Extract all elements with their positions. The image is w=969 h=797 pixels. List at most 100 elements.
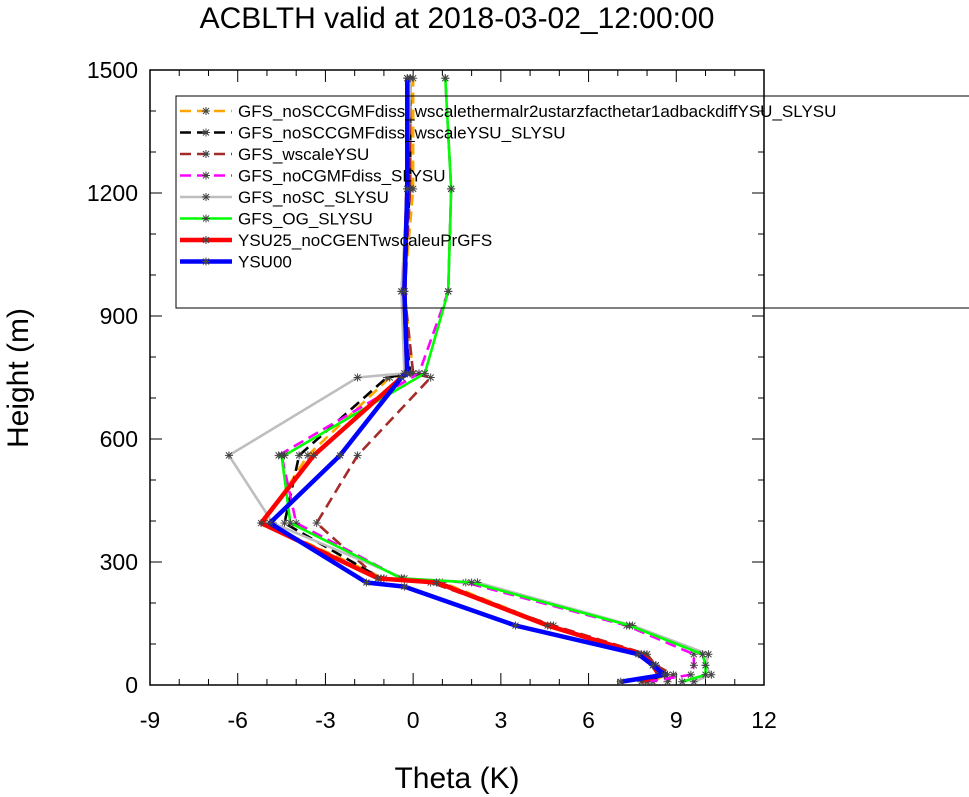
legend-label: GFS_noSCCGMFdiss_wscalethermalr2ustarzfa… bbox=[238, 102, 836, 121]
data-point bbox=[309, 451, 318, 460]
legend-label: YSU25_noCGENTwscaleuPrGFS bbox=[238, 231, 492, 250]
legend-label: GFS_OG_SLYSU bbox=[238, 210, 373, 229]
chart-title: ACBLTH valid at 2018-03-02_12:00:00 bbox=[200, 2, 715, 35]
marker-stroke bbox=[310, 452, 318, 459]
y-tick-label: 1500 bbox=[87, 57, 138, 83]
data-point bbox=[362, 578, 371, 587]
legend-marker bbox=[202, 128, 210, 137]
marker-stroke bbox=[702, 661, 709, 669]
legend-box bbox=[175, 95, 969, 309]
marker-stroke bbox=[544, 622, 551, 629]
data-point bbox=[648, 661, 657, 670]
marker-stroke bbox=[705, 650, 712, 658]
marker-stroke bbox=[649, 661, 657, 669]
marker-stroke bbox=[202, 129, 210, 136]
marker-stroke bbox=[225, 452, 233, 459]
marker-stroke bbox=[702, 671, 709, 679]
marker-stroke bbox=[401, 288, 408, 295]
marker-stroke bbox=[202, 150, 210, 158]
marker-stroke bbox=[444, 288, 452, 295]
marker-stroke bbox=[708, 671, 715, 679]
marker-stroke bbox=[354, 452, 361, 459]
marker-stroke bbox=[433, 579, 440, 586]
marker-stroke bbox=[661, 671, 668, 679]
marker-stroke bbox=[626, 622, 633, 629]
legend-marker bbox=[202, 236, 210, 244]
data-point bbox=[625, 621, 634, 630]
marker-stroke bbox=[257, 519, 265, 527]
y-tick-label: 0 bbox=[125, 672, 138, 698]
data-point bbox=[426, 373, 435, 382]
data-point bbox=[441, 74, 450, 83]
marker-stroke bbox=[281, 452, 288, 459]
marker-stroke bbox=[202, 193, 210, 201]
marker-stroke bbox=[295, 452, 303, 459]
legend-marker bbox=[202, 214, 210, 223]
data-point bbox=[467, 578, 476, 587]
data-point bbox=[312, 519, 321, 528]
marker-stroke bbox=[336, 452, 344, 459]
data-point bbox=[286, 519, 295, 528]
data-point bbox=[400, 582, 409, 591]
x-tick-label: -6 bbox=[227, 707, 247, 733]
marker-stroke bbox=[202, 107, 210, 115]
data-point bbox=[280, 451, 289, 460]
marker-stroke bbox=[403, 370, 411, 377]
y-tick-label: 600 bbox=[100, 426, 138, 452]
data-point bbox=[698, 650, 707, 659]
data-point bbox=[353, 451, 362, 460]
data-point bbox=[353, 373, 362, 382]
marker-stroke bbox=[421, 370, 429, 377]
data-point bbox=[432, 578, 441, 587]
data-point bbox=[689, 661, 698, 670]
marker-stroke bbox=[313, 519, 321, 527]
x-tick-label: 9 bbox=[670, 707, 683, 733]
marker-stroke bbox=[202, 236, 210, 244]
marker-stroke bbox=[690, 661, 698, 669]
axis-ticks bbox=[149, 69, 765, 686]
marker-stroke bbox=[512, 622, 519, 629]
marker-stroke bbox=[664, 678, 671, 686]
data-point bbox=[447, 184, 456, 193]
marker-stroke bbox=[286, 519, 294, 527]
marker-stroke bbox=[281, 519, 288, 527]
data-point bbox=[686, 670, 695, 679]
data-point bbox=[420, 369, 429, 378]
data-point bbox=[403, 369, 412, 378]
data-point bbox=[400, 287, 409, 296]
data-point bbox=[265, 519, 274, 528]
legend-label: GFS_noSCCGMFdiss_wscaleYSU_SLYSU bbox=[238, 124, 566, 143]
data-point bbox=[374, 574, 383, 583]
x-tick-label: 3 bbox=[494, 707, 507, 733]
tick-labels: -9 -6 -3 0 3 6 9 12 0 300 600 900 1200 1500 bbox=[87, 57, 777, 733]
x-tick-label: 6 bbox=[582, 707, 595, 733]
y-axis-title: Height (m) bbox=[2, 308, 35, 448]
marker-stroke bbox=[447, 185, 455, 193]
data-point bbox=[257, 519, 266, 528]
x-axis-title: Theta (K) bbox=[394, 762, 519, 795]
marker-stroke bbox=[409, 370, 417, 377]
marker-stroke bbox=[427, 374, 435, 381]
data-point bbox=[403, 74, 412, 83]
marker-stroke bbox=[401, 583, 408, 590]
legend-marker bbox=[202, 193, 210, 201]
series-7 bbox=[265, 74, 669, 686]
marker-stroke bbox=[617, 678, 625, 686]
data-point bbox=[660, 670, 669, 679]
marker-stroke bbox=[354, 374, 361, 381]
data-point bbox=[701, 670, 710, 679]
marker-stroke bbox=[690, 678, 698, 686]
data-point bbox=[295, 451, 304, 460]
marker-stroke bbox=[363, 579, 370, 586]
y-tick-label: 900 bbox=[100, 303, 138, 329]
legend-label: GFS_wscaleYSU bbox=[238, 145, 369, 164]
legend-label: GFS_noSC_SLYSU bbox=[238, 188, 389, 207]
y-tick-label: 300 bbox=[100, 549, 138, 575]
data-point bbox=[403, 184, 412, 193]
data-point bbox=[224, 451, 233, 460]
data-point bbox=[397, 373, 406, 382]
x-tick-label: -3 bbox=[315, 707, 335, 733]
marker-stroke bbox=[202, 172, 210, 179]
x-tick-label: 12 bbox=[751, 707, 777, 733]
